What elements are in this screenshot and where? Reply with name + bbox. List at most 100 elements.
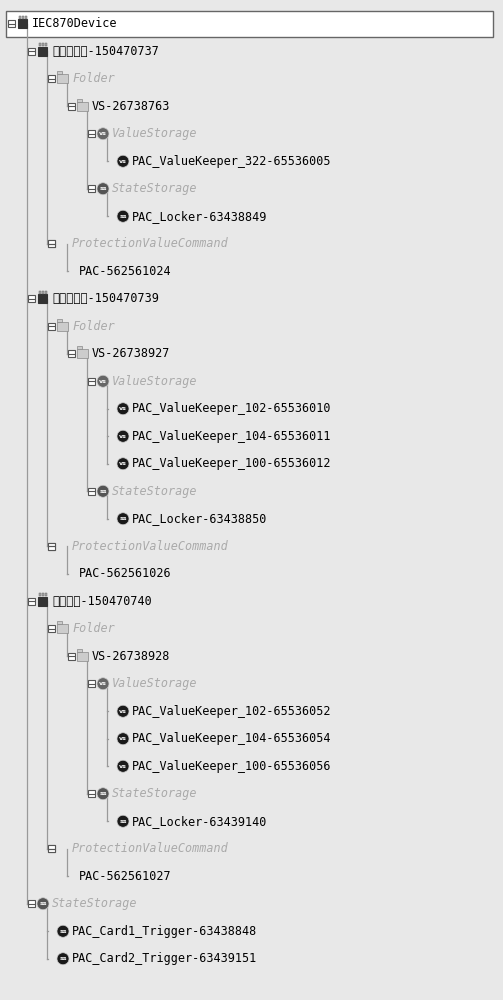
Bar xyxy=(39,291,41,294)
Bar xyxy=(39,47,47,56)
Circle shape xyxy=(117,210,129,222)
Bar xyxy=(77,649,82,652)
Bar xyxy=(77,652,89,661)
Circle shape xyxy=(117,155,129,167)
Bar xyxy=(57,322,68,331)
Bar xyxy=(68,653,75,660)
Circle shape xyxy=(117,760,129,772)
Bar xyxy=(39,43,41,46)
Bar xyxy=(39,597,47,606)
Circle shape xyxy=(117,513,129,525)
Text: PAC_ValueKeeper_102-65536052: PAC_ValueKeeper_102-65536052 xyxy=(132,705,331,718)
Text: PAC_Card2_Trigger-63439151: PAC_Card2_Trigger-63439151 xyxy=(72,952,257,965)
Bar xyxy=(88,185,95,192)
Circle shape xyxy=(57,925,69,937)
Bar xyxy=(45,593,47,596)
Text: Folder: Folder xyxy=(72,320,115,333)
Bar xyxy=(42,43,44,46)
Text: ss: ss xyxy=(59,956,67,961)
Bar xyxy=(77,346,82,349)
Text: ss: ss xyxy=(39,901,47,906)
Text: vs: vs xyxy=(119,461,127,466)
Bar xyxy=(28,598,35,605)
Bar xyxy=(48,240,55,247)
Text: PAC-562561027: PAC-562561027 xyxy=(79,870,172,883)
Text: vs: vs xyxy=(119,736,127,741)
Bar xyxy=(88,378,95,385)
Bar xyxy=(57,71,62,74)
Bar xyxy=(42,593,44,596)
Text: vs: vs xyxy=(99,379,107,384)
Text: PAC_ValueKeeper_322-65536005: PAC_ValueKeeper_322-65536005 xyxy=(132,155,331,168)
Bar xyxy=(19,19,28,28)
Text: vs: vs xyxy=(119,159,127,164)
Bar xyxy=(22,16,24,19)
Bar xyxy=(88,790,95,797)
Circle shape xyxy=(97,678,109,690)
Circle shape xyxy=(57,953,69,965)
Text: PAC_Locker-63439140: PAC_Locker-63439140 xyxy=(132,815,268,828)
Bar xyxy=(48,625,55,632)
Text: StateStorage: StateStorage xyxy=(112,787,198,800)
Text: ValueStorage: ValueStorage xyxy=(112,127,198,140)
Bar xyxy=(77,102,89,111)
Circle shape xyxy=(117,733,129,745)
Text: PAC_ValueKeeper_100-65536012: PAC_ValueKeeper_100-65536012 xyxy=(132,457,331,470)
Bar xyxy=(57,74,68,83)
Text: ProtectionValueCommand: ProtectionValueCommand xyxy=(72,237,229,250)
Circle shape xyxy=(117,403,129,415)
Text: ValueStorage: ValueStorage xyxy=(112,677,198,690)
Text: vs: vs xyxy=(99,131,107,136)
Bar xyxy=(57,319,62,322)
Bar xyxy=(77,99,82,102)
Text: PAC-562561026: PAC-562561026 xyxy=(79,567,172,580)
Text: vs: vs xyxy=(119,709,127,714)
Text: PAC-562561024: PAC-562561024 xyxy=(79,265,172,278)
Bar xyxy=(42,291,44,294)
Bar xyxy=(48,240,55,247)
Text: 禄口车辆段-150470739: 禄口车辆段-150470739 xyxy=(52,292,159,305)
Text: PAC_Locker-63438849: PAC_Locker-63438849 xyxy=(132,210,268,223)
Text: ProtectionValueCommand: ProtectionValueCommand xyxy=(72,842,229,855)
Bar xyxy=(39,294,47,303)
Text: ProtectionValueCommand: ProtectionValueCommand xyxy=(72,540,229,553)
Bar xyxy=(8,20,15,27)
Bar xyxy=(19,16,21,19)
Text: ss: ss xyxy=(119,819,127,824)
Text: Folder: Folder xyxy=(72,622,115,635)
Text: ss: ss xyxy=(119,214,127,219)
Text: Folder: Folder xyxy=(72,72,115,85)
Bar xyxy=(48,845,55,852)
Text: ss: ss xyxy=(119,516,127,521)
Text: StateStorage: StateStorage xyxy=(52,897,137,910)
Text: 翔宇路北-150470740: 翔宇路北-150470740 xyxy=(52,595,152,608)
Bar xyxy=(28,48,35,55)
Text: PAC_Card1_Trigger-63438848: PAC_Card1_Trigger-63438848 xyxy=(72,925,257,938)
Text: PAC_Locker-63438850: PAC_Locker-63438850 xyxy=(132,512,268,525)
Bar xyxy=(88,680,95,687)
Circle shape xyxy=(37,898,49,910)
Text: IEC870Device: IEC870Device xyxy=(32,17,118,30)
Bar xyxy=(45,43,47,46)
Circle shape xyxy=(117,458,129,470)
Bar xyxy=(88,130,95,137)
Circle shape xyxy=(97,375,109,387)
Circle shape xyxy=(117,705,129,717)
Text: vs: vs xyxy=(119,764,127,769)
Text: PAC_ValueKeeper_104-65536054: PAC_ValueKeeper_104-65536054 xyxy=(132,732,331,745)
Text: StateStorage: StateStorage xyxy=(112,182,198,195)
Text: ss: ss xyxy=(99,791,107,796)
Text: ss: ss xyxy=(99,489,107,494)
Circle shape xyxy=(117,815,129,827)
Bar xyxy=(57,624,68,633)
Circle shape xyxy=(97,183,109,195)
Text: 禄口新城南-150470737: 禄口新城南-150470737 xyxy=(52,45,159,58)
Text: ss: ss xyxy=(99,186,107,191)
Circle shape xyxy=(97,128,109,140)
Bar xyxy=(45,291,47,294)
Text: VS-26738763: VS-26738763 xyxy=(92,100,171,113)
Bar xyxy=(39,593,41,596)
Text: VS-26738928: VS-26738928 xyxy=(92,650,171,663)
Circle shape xyxy=(97,788,109,800)
Text: PAC_ValueKeeper_102-65536010: PAC_ValueKeeper_102-65536010 xyxy=(132,402,331,415)
